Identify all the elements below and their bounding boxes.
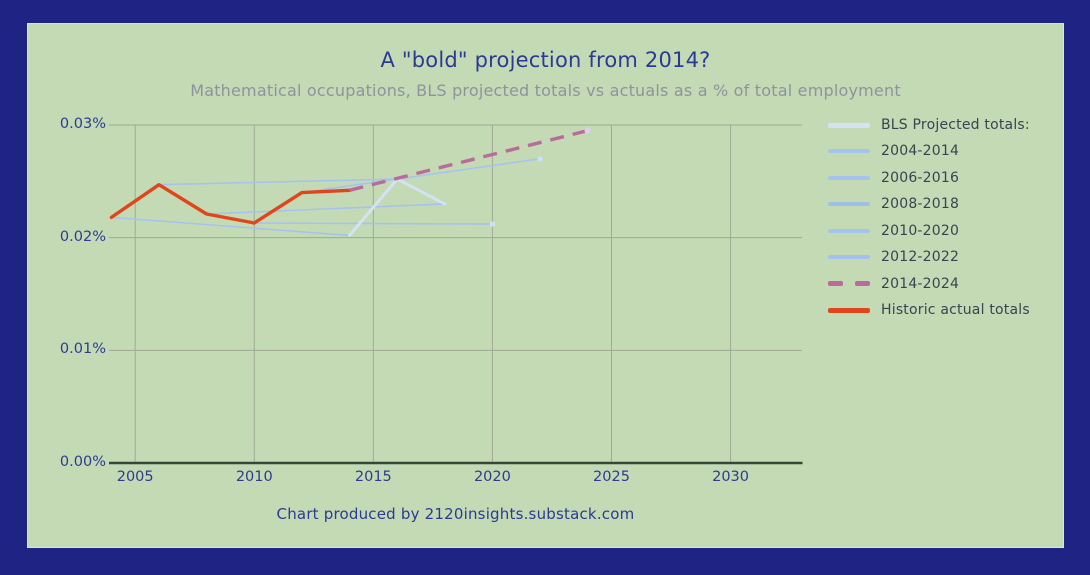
x-tick-label: 2020 [473,469,511,485]
series-line-historic-actual-totals [109,182,352,225]
legend-swatch [828,149,870,154]
legend-label: 2004-2014 [881,143,960,160]
legend-label: Historic actual totals [881,302,1030,318]
legend-item-2010-2020: 2010-2020 [828,221,959,241]
series-endpoint-2010-2020 [489,221,496,227]
x-tick-label: 2005 [116,469,154,485]
legend-swatch [828,307,870,313]
legend-item-2012-2022: 2012-2022 [828,247,959,267]
chart-title: A "bold" projection from 2014? [380,48,711,72]
chart-subtitle: Mathematical occupations, BLS projected … [190,81,901,100]
y-tick-label: 0.01% [59,341,106,358]
legend-swatch [828,228,870,233]
chart-credit: Chart produced by 2120insights.substack.… [276,505,635,523]
chart-canvas [109,124,803,465]
legend-swatch [828,281,870,287]
series-line-2010-2020 [253,222,494,225]
series-line-2008-2018 [205,203,446,215]
legend-label: 2008-2018 [881,196,960,213]
legend-label: 2012-2022 [881,249,960,266]
series-line-2004-2014 [110,216,351,237]
legend-item-historic-actual-totals: Historic actual totals [828,300,1030,320]
y-tick-label: 0.02% [59,228,106,245]
legend-swatch [828,255,870,260]
x-tick-label: 2015 [354,469,392,485]
legend-swatch [828,122,870,128]
legend-item-2014-2024: 2014-2024 [828,274,959,294]
x-tick-label: 2010 [235,469,273,485]
y-tick-label: 0.00% [59,454,106,470]
legend-label: BLS Projected totals: [881,117,1030,133]
legend-swatch [828,202,870,207]
y-tick-label: 0.03% [59,116,106,132]
legend-item-2004-2014: 2004-2014 [828,141,959,161]
x-tick-label: 2025 [593,469,630,485]
series-endpoint-2014-2024 [584,127,591,134]
series-line-2006-2016 [158,178,399,186]
chart-panel: A "bold" projection from 2014? Mathemati… [27,23,1064,548]
legend-item-2006-2016: 2006-2016 [828,168,959,188]
legend-item-bls-projected-totals: BLS Projected totals: [828,115,1030,135]
legend-label: 2014-2024 [881,275,960,292]
x-tick-label: 2030 [712,469,749,485]
legend-item-2008-2018: 2008-2018 [828,194,959,214]
series-line-2014-2024 [349,128,589,192]
series-line-2012-2022 [301,158,541,194]
legend-swatch [828,175,870,180]
legend-label: 2006-2016 [881,169,960,186]
legend-label: 2010-2020 [881,222,960,239]
series-endpoint-2012-2022 [537,156,543,162]
